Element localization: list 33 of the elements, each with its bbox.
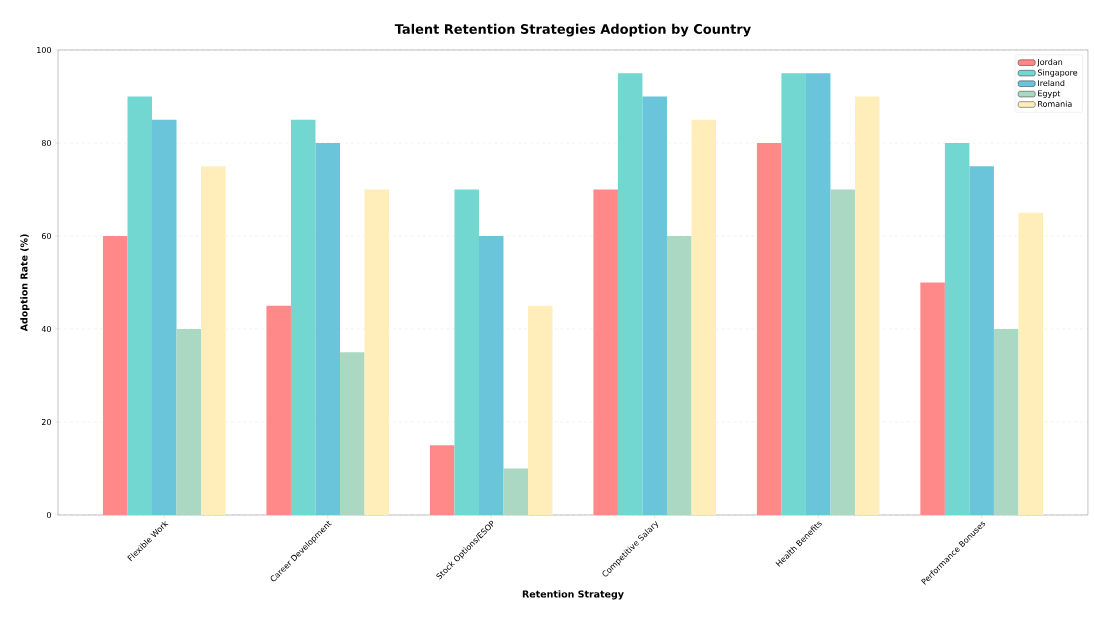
bar [176, 329, 202, 515]
bar [642, 96, 667, 515]
chart-title: Talent Retention Strategies Adoption by Country [394, 23, 751, 37]
bar [201, 166, 226, 515]
bar [315, 143, 340, 515]
bar [617, 73, 643, 515]
bar [478, 236, 504, 515]
bar [127, 96, 152, 515]
bar [969, 166, 994, 515]
bar [593, 189, 618, 515]
bar [805, 73, 831, 515]
bar [781, 73, 806, 515]
bar [691, 119, 717, 515]
bar [290, 119, 316, 515]
bar [993, 329, 1019, 515]
bar [756, 143, 782, 515]
bar [1018, 212, 1043, 515]
bar [102, 236, 128, 515]
bar [920, 282, 945, 515]
y-axis-title: Adoption Rate (%) [20, 234, 30, 332]
bar [944, 143, 970, 515]
bar [266, 305, 291, 515]
bar [528, 305, 553, 515]
bar [340, 352, 365, 515]
bar [854, 96, 880, 515]
bar [666, 236, 692, 515]
bar [454, 189, 479, 515]
bar [152, 119, 177, 515]
bar [364, 189, 390, 515]
x-axis-title: Retention Strategy [522, 590, 624, 600]
bar [830, 189, 855, 515]
bar [429, 445, 455, 515]
bar [503, 468, 529, 515]
